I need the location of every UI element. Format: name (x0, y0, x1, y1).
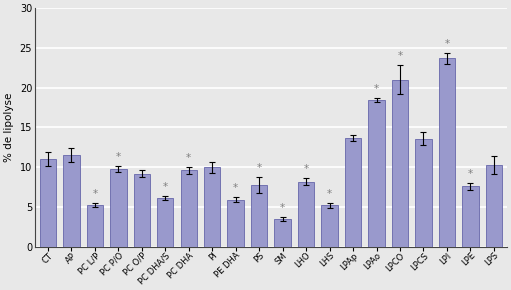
Text: *: * (398, 51, 403, 61)
Text: *: * (233, 184, 238, 193)
Text: *: * (257, 163, 262, 173)
Text: *: * (327, 189, 332, 199)
Bar (180, 171, 197, 247)
Bar (157, 198, 174, 247)
Bar (227, 200, 244, 247)
Text: *: * (304, 164, 309, 174)
Bar (392, 80, 408, 247)
Text: *: * (116, 152, 121, 162)
Bar (462, 186, 479, 247)
Text: *: * (468, 169, 473, 179)
Bar (486, 165, 502, 247)
Bar (345, 138, 361, 247)
Text: *: * (186, 153, 191, 163)
Bar (63, 155, 80, 247)
Bar (110, 169, 127, 247)
Bar (274, 219, 291, 247)
Text: *: * (162, 182, 168, 192)
Bar (321, 205, 338, 247)
Bar (439, 58, 455, 247)
Bar (40, 159, 56, 247)
Bar (204, 167, 220, 247)
Bar (415, 139, 432, 247)
Text: *: * (280, 203, 285, 213)
Text: *: * (374, 84, 379, 95)
Y-axis label: % de lipolyse: % de lipolyse (4, 93, 14, 162)
Bar (251, 185, 267, 247)
Bar (87, 205, 103, 247)
Text: *: * (445, 39, 450, 49)
Bar (133, 174, 150, 247)
Text: *: * (92, 189, 98, 200)
Bar (298, 182, 314, 247)
Bar (368, 100, 385, 247)
